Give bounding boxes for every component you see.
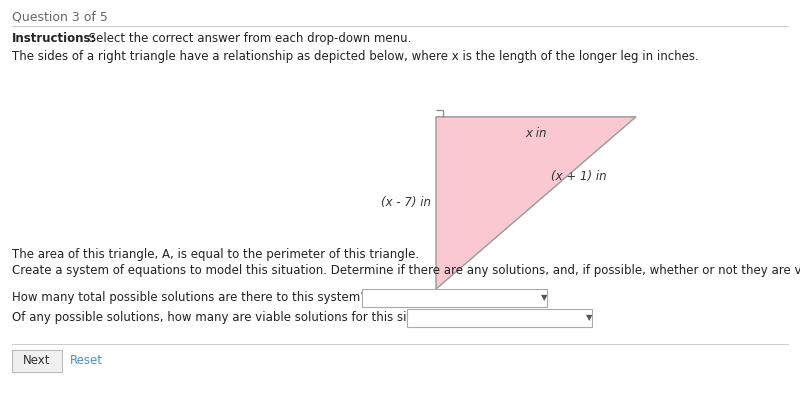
FancyBboxPatch shape <box>407 309 592 327</box>
Text: ▼: ▼ <box>541 293 547 303</box>
Polygon shape <box>436 117 636 289</box>
FancyBboxPatch shape <box>362 289 547 307</box>
Text: ▼: ▼ <box>586 314 592 322</box>
Text: The area of this triangle, A, is equal to the perimeter of this triangle.: The area of this triangle, A, is equal t… <box>12 248 419 261</box>
FancyBboxPatch shape <box>12 350 62 372</box>
Text: Instructions:: Instructions: <box>12 32 96 45</box>
Text: (x + 1) in: (x + 1) in <box>551 170 606 183</box>
Text: How many total possible solutions are there to this system?: How many total possible solutions are th… <box>12 291 366 304</box>
Text: Select the correct answer from each drop-down menu.: Select the correct answer from each drop… <box>85 32 411 45</box>
Text: Create a system of equations to model this situation. Determine if there are any: Create a system of equations to model th… <box>12 264 800 277</box>
Text: (x - 7) in: (x - 7) in <box>381 196 431 209</box>
Text: Reset: Reset <box>70 354 103 367</box>
Text: The sides of a right triangle have a relationship as depicted below, where x is : The sides of a right triangle have a rel… <box>12 50 698 63</box>
Text: Of any possible solutions, how many are viable solutions for this situation?: Of any possible solutions, how many are … <box>12 311 455 324</box>
Text: Next: Next <box>23 354 50 367</box>
Text: Question 3 of 5: Question 3 of 5 <box>12 10 108 23</box>
Text: x in: x in <box>526 127 546 140</box>
